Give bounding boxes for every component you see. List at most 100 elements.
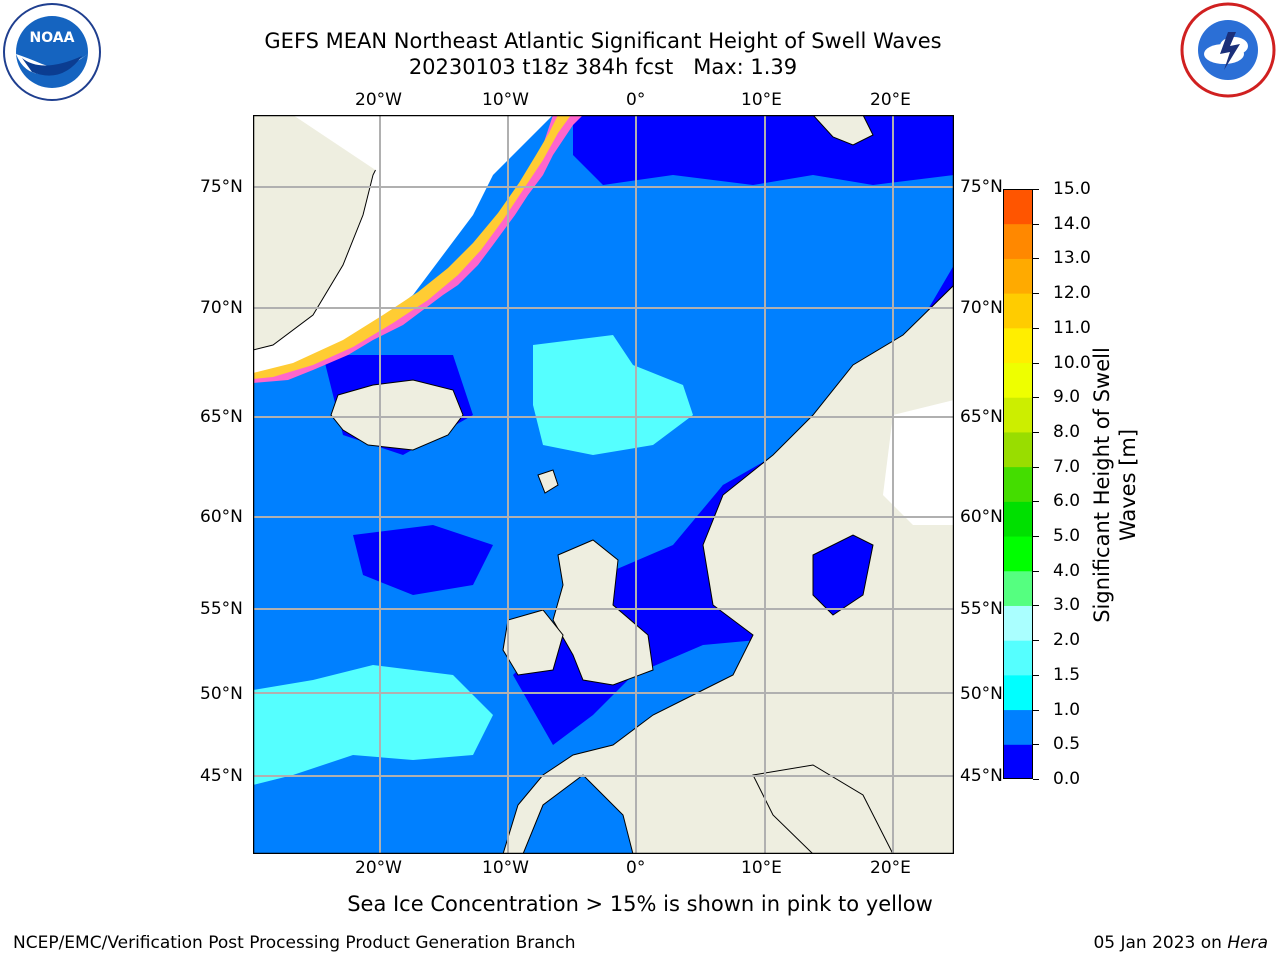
calm-water-norway xyxy=(708,265,954,505)
footer-date: 05 Jan 2023 on Hera xyxy=(1093,933,1268,953)
colorbar-tick-label: 0.5 xyxy=(1053,734,1081,755)
colorbar-tick-label: 1.5 xyxy=(1053,664,1081,685)
calm-water-patch xyxy=(353,525,493,595)
lat-label-right-65n: 65°N xyxy=(960,407,1003,427)
lat-label-left-60n: 60°N xyxy=(200,507,243,527)
colorbar-tick-mark xyxy=(1033,223,1039,225)
colorbar-segment xyxy=(1003,744,1033,780)
colorbar-segment xyxy=(1003,640,1033,676)
lon-label-top-10e: 10°E xyxy=(741,90,782,110)
lon-label-bottom-10w: 10°W xyxy=(482,858,529,878)
colorbar-tick-mark xyxy=(1033,466,1039,468)
colorbar-segment xyxy=(1003,258,1033,294)
colorbar-segment xyxy=(1003,466,1033,502)
baltic-sea xyxy=(812,534,874,616)
graticule xyxy=(253,115,954,854)
noaa-logo: NOAA xyxy=(2,2,102,102)
colorbar-tick-mark xyxy=(1033,709,1039,711)
colorbar-tick-mark xyxy=(1033,258,1039,260)
land-iceland xyxy=(330,379,464,451)
lon-label-top-10w: 10°W xyxy=(482,90,529,110)
sea-ice-edge xyxy=(253,115,493,373)
noaa-logo-text: NOAA xyxy=(30,30,75,46)
colorbar-segment xyxy=(1003,223,1033,259)
land-faroe xyxy=(537,469,559,494)
colorbar-tick-label: 6.0 xyxy=(1053,491,1081,512)
colorbar-title-line2: Waves [m] xyxy=(1116,428,1140,542)
colorbar-segment xyxy=(1003,293,1033,329)
colorbar-segment xyxy=(1003,709,1033,745)
map-frame xyxy=(252,114,955,855)
swell-region-atlantic xyxy=(253,665,493,785)
lat-label-right-75n: 75°N xyxy=(960,177,1003,197)
lon-label-top-0: 0° xyxy=(626,90,646,110)
colorbar-segment xyxy=(1003,327,1033,364)
colorbar-tick-mark xyxy=(1033,674,1039,676)
colorbar-tick-mark xyxy=(1033,640,1039,642)
nws-logo xyxy=(1180,2,1276,98)
colorbar-tick-mark xyxy=(1033,605,1039,607)
colorbar-ticks: 0.0 0.5 1.0 1.5 2.0 3.0 4.0 5.0 6.0 7.0 8.0 9.0 10.0… xyxy=(1033,179,1093,789)
colorbar-tick-label: 0.0 xyxy=(1053,769,1081,789)
colorbar-tick-label: 2.0 xyxy=(1053,630,1081,651)
colorbar-segment xyxy=(1003,536,1033,572)
colorbar-segment xyxy=(1003,431,1033,468)
colorbar-segment xyxy=(1003,397,1033,433)
colorbar-tick-label: 8.0 xyxy=(1053,421,1081,442)
lat-label-left-55n: 55°N xyxy=(200,599,243,619)
footer-credit: NCEP/EMC/Verification Post Processing Pr… xyxy=(13,933,576,953)
colorbar-segment xyxy=(1003,501,1033,537)
colorbar-tick-mark xyxy=(1033,431,1039,433)
land-europe xyxy=(502,283,955,855)
lon-label-top-20w: 20°W xyxy=(355,90,402,110)
colorbar-segment xyxy=(1003,570,1033,606)
colorbar-tick-mark xyxy=(1033,744,1039,746)
colorbar-segment xyxy=(1003,362,1033,398)
lon-label-top-20e: 20°E xyxy=(870,90,911,110)
colorbar-tick-label: 11.0 xyxy=(1053,317,1091,338)
lat-label-right-55n: 55°N xyxy=(960,599,1003,619)
footer-host: Hera xyxy=(1227,933,1268,953)
colorbar-segment xyxy=(1003,674,1033,711)
lon-label-bottom-20e: 20°E xyxy=(870,858,911,878)
calm-water-north xyxy=(573,115,954,185)
colorbar-segment xyxy=(1003,189,1033,225)
colorbar-title-line1: Significant Height of Swell xyxy=(1090,347,1114,623)
sea-ice-caption: Sea Ice Concentration > 15% is shown in … xyxy=(347,892,933,916)
colorbar-tick-mark xyxy=(1033,501,1039,503)
colorbar-tick-label: 12.0 xyxy=(1053,283,1091,304)
colorbar-tick-mark xyxy=(1033,293,1039,295)
swell-region-norwegian-sea xyxy=(533,335,693,455)
colorbar-tick-label: 13.0 xyxy=(1053,248,1091,269)
colorbar-segment xyxy=(1003,605,1033,641)
colorbar-tick-mark xyxy=(1033,327,1039,329)
lat-label-right-50n: 50°N xyxy=(960,684,1003,704)
colorbar-tick-mark xyxy=(1033,570,1039,572)
colorbar-tick-label: 3.0 xyxy=(1053,595,1081,616)
colorbar-tick-label: 1.0 xyxy=(1053,699,1081,720)
colorbar-tick-label: 7.0 xyxy=(1053,456,1081,477)
chart-title-line2: 20230103 t18z 384h fcst Max: 1.39 xyxy=(408,55,798,79)
colorbar-tick-mark xyxy=(1033,189,1039,190)
lon-label-bottom-10e: 10°E xyxy=(741,858,782,878)
lat-label-left-75n: 75°N xyxy=(200,177,243,197)
lon-label-bottom-20w: 20°W xyxy=(355,858,402,878)
lat-label-right-45n: 45°N xyxy=(960,766,1003,786)
colorbar-title: Significant Height of Swell Waves [m] xyxy=(1089,347,1141,623)
lat-label-left-70n: 70°N xyxy=(200,298,243,318)
colorbar-tick-label: 9.0 xyxy=(1053,387,1081,408)
footer-date-text: 05 Jan 2023 on xyxy=(1093,933,1228,953)
land-great-britain xyxy=(552,539,654,686)
lon-label-bottom-0: 0° xyxy=(626,858,646,878)
chart-title-line1: GEFS MEAN Northeast Atlantic Significant… xyxy=(264,29,942,53)
map-canvas xyxy=(252,114,955,855)
colorbar-tick-label: 10.0 xyxy=(1053,352,1091,373)
colorbar-frame xyxy=(1003,189,1033,779)
colorbar-tick-mark xyxy=(1033,779,1039,780)
colorbar-tick-mark xyxy=(1033,362,1039,364)
colorbar-tick-label: 5.0 xyxy=(1053,526,1081,547)
colorbar xyxy=(1003,189,1033,780)
sea-ice-bothnia xyxy=(883,400,954,525)
colorbar-tick-mark xyxy=(1033,536,1039,538)
lat-label-left-45n: 45°N xyxy=(200,766,243,786)
